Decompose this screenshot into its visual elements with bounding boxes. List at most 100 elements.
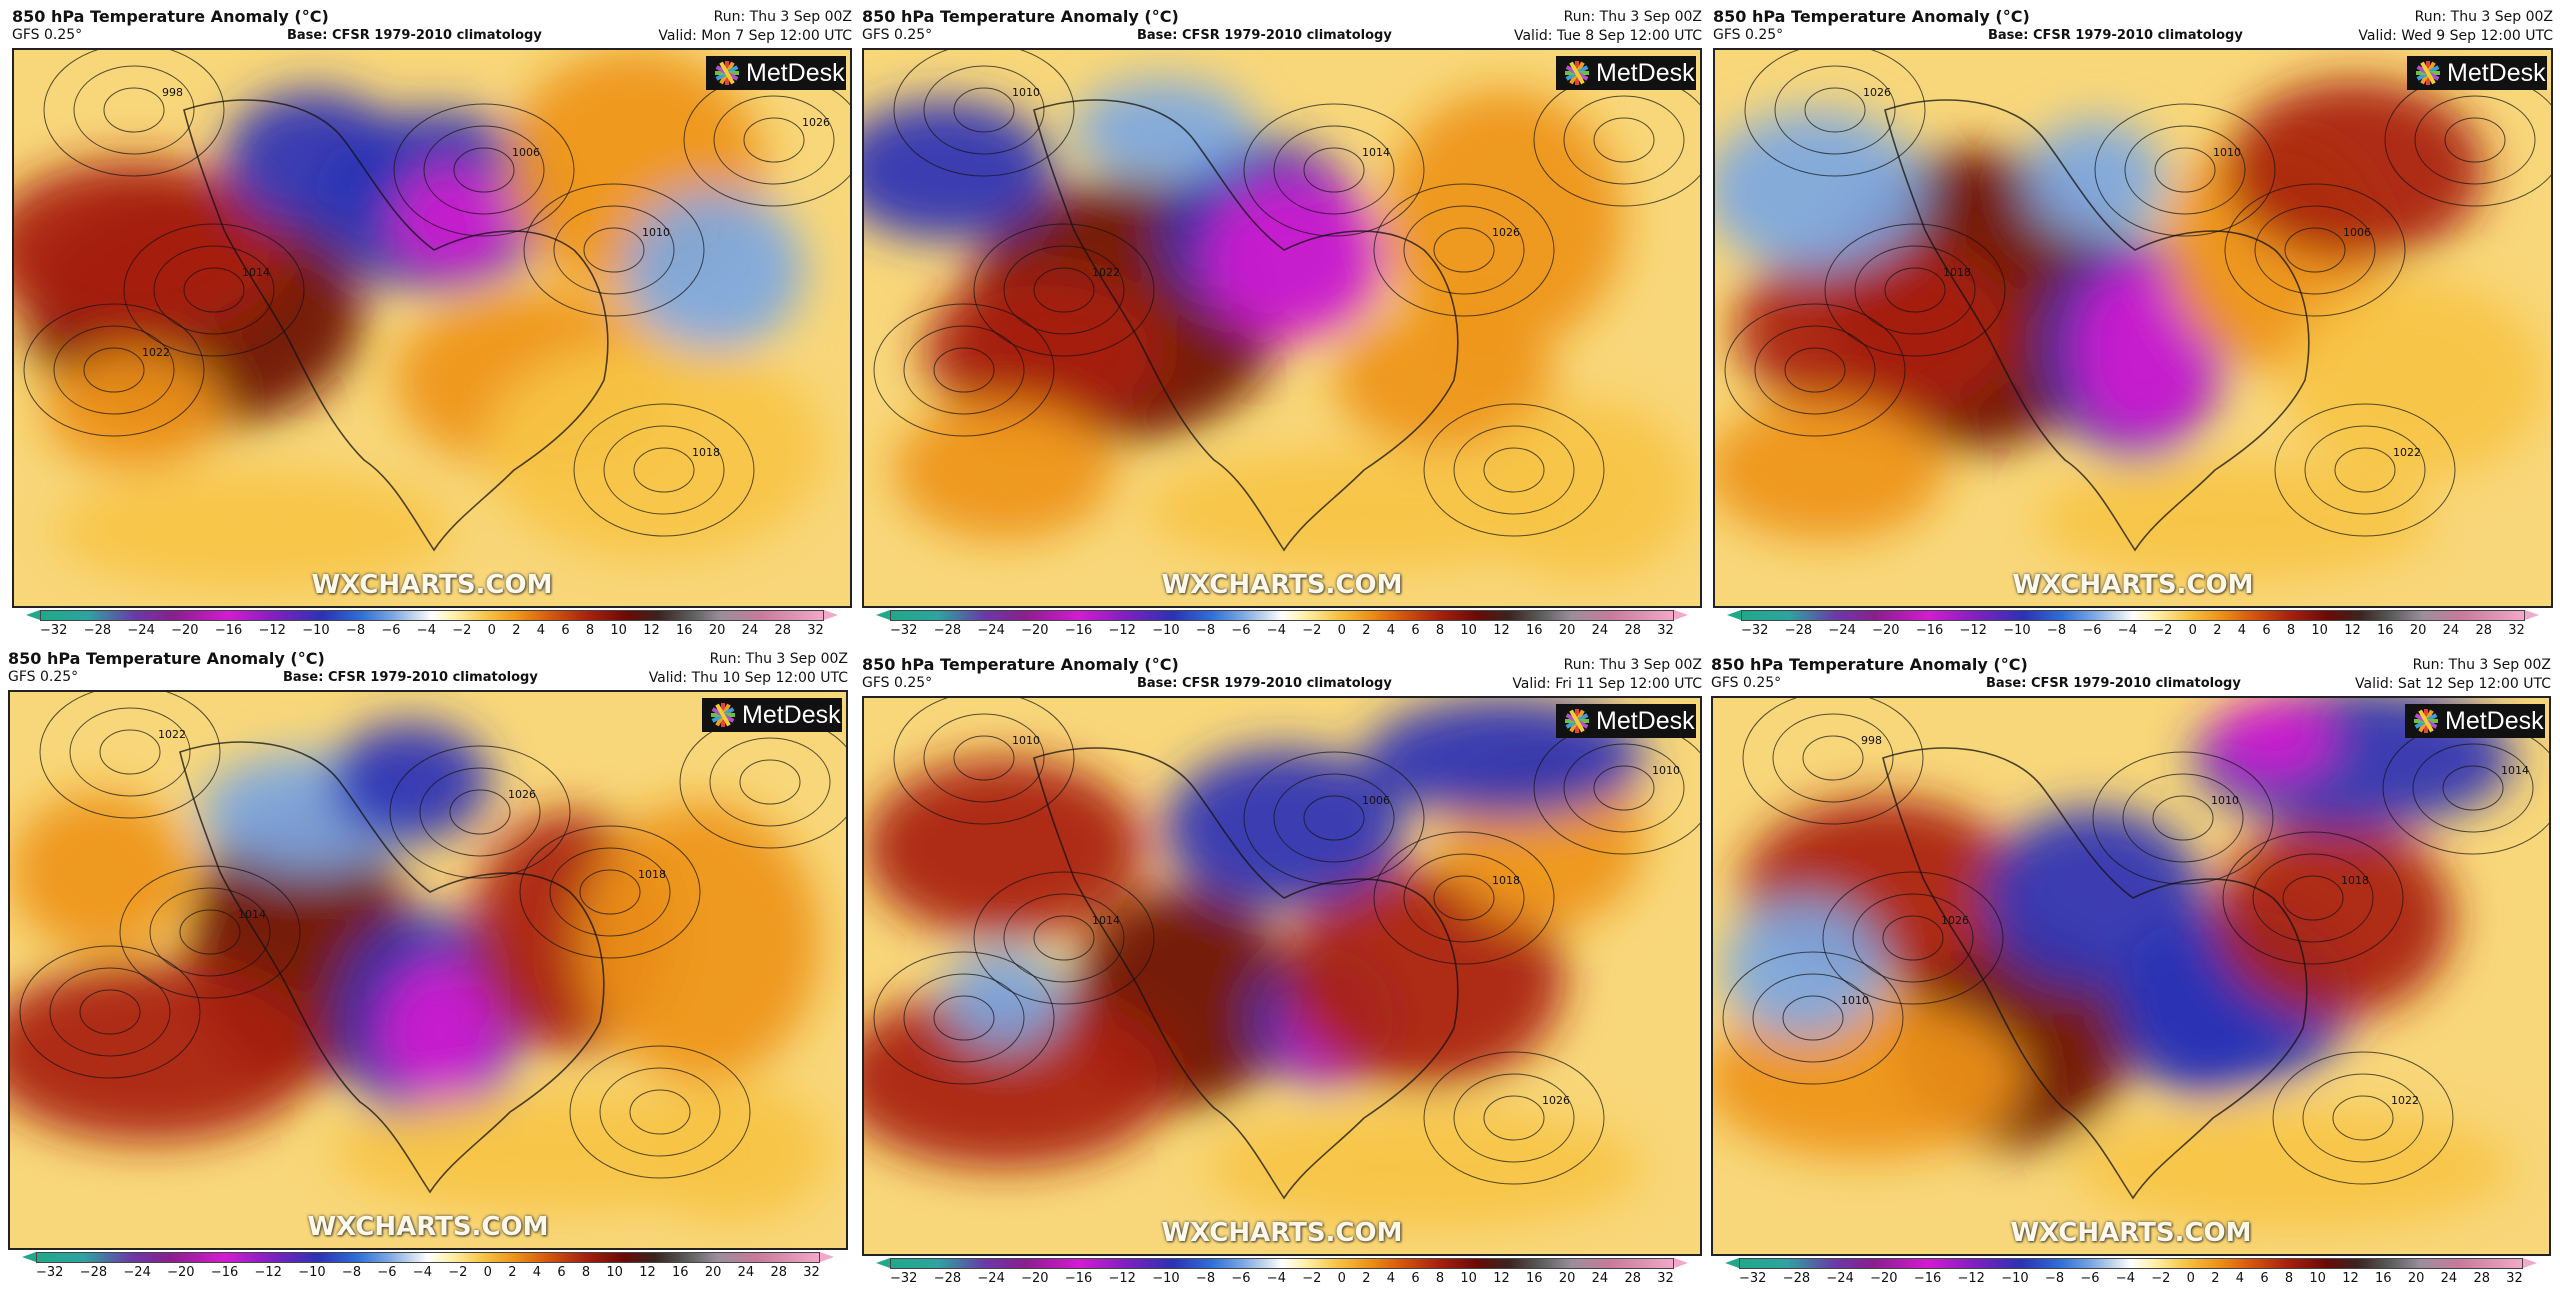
isobar-contour xyxy=(83,347,145,393)
isobar-contour xyxy=(933,347,995,393)
colorbar-tick-label: 24 xyxy=(2440,1271,2458,1286)
colorbar-gradient xyxy=(1739,1258,2523,1269)
colorbar-tick-label: 20 xyxy=(2409,623,2427,638)
logo-text: MetDesk xyxy=(2445,707,2544,735)
isobar-label: 1006 xyxy=(512,146,540,159)
colorbar-tick-label: 16 xyxy=(1526,1271,1543,1286)
colorbar-tick-label: 8 xyxy=(581,1265,591,1280)
anomaly-region xyxy=(1284,868,1564,1088)
isobar-contour xyxy=(1273,125,1395,215)
anomaly-region xyxy=(2035,460,2435,580)
anomaly-region xyxy=(1204,1108,1644,1228)
sunburst-icon xyxy=(1565,709,1589,733)
isobar-label: 1010 xyxy=(1841,994,1869,1007)
map-field: 1010 1006 1018 1014 1026 1010 xyxy=(864,698,1700,1254)
isobar-contour xyxy=(2122,773,2244,863)
colorbar-tick-label: 12 xyxy=(643,623,660,638)
colorbar-tick-label: 20 xyxy=(1558,1271,1576,1286)
colorbar-tick-label: −20 xyxy=(1870,1271,1898,1286)
colorbar-tick-label: −12 xyxy=(258,623,286,638)
colorbar-tick-label: 4 xyxy=(1386,623,1396,638)
base-label: Base: CFSR 1979-2010 climatology xyxy=(1986,676,2241,691)
isobar-contour xyxy=(1802,735,1864,781)
colorbar-tick-label: 20 xyxy=(708,623,726,638)
base-label: Base: CFSR 1979-2010 climatology xyxy=(1137,676,1392,691)
colorbar-tick-label: −8 xyxy=(2044,1271,2065,1286)
colorbar-tick-label: 2 xyxy=(1362,623,1371,638)
colorbar-tick-label: −16 xyxy=(1064,623,1093,638)
colorbar-gradient xyxy=(36,1252,820,1263)
colorbar-tick-label: −8 xyxy=(2046,623,2067,638)
anomaly-region xyxy=(1474,400,1694,580)
colorbar-arrow-left xyxy=(1725,1258,1739,1268)
isobar-contour xyxy=(1774,65,1896,155)
isobar-contour xyxy=(2274,403,2456,537)
isobar-contour xyxy=(553,205,675,295)
anomaly-map: 998 1006 1010 1014 1018 1026 1022 MetDesk WXCHAR… xyxy=(12,48,852,608)
colorbar-tick-label: 10 xyxy=(1460,1271,1477,1286)
colorbar-tick-label: −16 xyxy=(214,623,243,638)
colorbar-tick-label: 32 xyxy=(807,623,824,638)
colorbar-arrow-left xyxy=(876,1258,890,1268)
isobar-contour xyxy=(633,447,695,493)
colorbar-tick-label: −12 xyxy=(1959,623,1987,638)
isobar-contour xyxy=(903,973,1025,1063)
run-label: Run: Thu 3 Sep 00Z xyxy=(709,651,848,667)
colorbar-ticks: −32 −28 −24 −20 −16 −12 −10 −8 −6 −4 −2 0 2 4 6 8 10 12 16… xyxy=(1741,623,2525,641)
colorbar-tick-label: 12 xyxy=(1493,623,1510,638)
colorbar-tick-label: 2 xyxy=(512,623,521,638)
isobar-contour xyxy=(2284,227,2346,273)
model-label: GFS 0.25° xyxy=(862,27,933,43)
colorbar-arrow-left xyxy=(1727,610,1741,620)
isobar-contour xyxy=(933,995,995,1041)
isobar-contour xyxy=(419,767,541,857)
colorbar-tick-label: 24 xyxy=(741,623,759,638)
colorbar-tick-label: 32 xyxy=(803,1265,820,1280)
colorbar: −32 −28 −24 −20 −16 −12 −10 −8 −6 −4 −2 0 2 4 6 8 10 12 16… xyxy=(1725,1258,2537,1298)
isobar-contour xyxy=(603,425,725,515)
isobar-contour xyxy=(1772,713,1894,803)
isobar-contour xyxy=(1882,915,1944,961)
isobar-contour xyxy=(1003,245,1125,335)
isobar-contour xyxy=(1433,227,1495,273)
anomaly-region xyxy=(2073,1108,2513,1228)
isobar-contour xyxy=(49,967,171,1057)
anomaly-region xyxy=(630,1082,830,1222)
panel-title: 850 hPa Temperature Anomaly (°C) xyxy=(862,655,1179,674)
colorbar-arrow-right xyxy=(824,610,838,620)
logo-text: MetDesk xyxy=(1596,59,1695,87)
colorbar-tick-label: 8 xyxy=(2284,1271,2294,1286)
coastline xyxy=(1033,747,1459,1200)
isobar-contour xyxy=(179,909,241,955)
coastline xyxy=(179,741,605,1194)
colorbar-tick-label: 8 xyxy=(1435,623,1445,638)
colorbar-tick-label: 32 xyxy=(1657,623,1674,638)
isobar-contour xyxy=(743,117,805,163)
isobar-label: 1026 xyxy=(508,788,536,801)
isobar-label: 998 xyxy=(162,86,183,99)
sunburst-icon xyxy=(711,703,735,727)
colorbar-tick-label: 10 xyxy=(1460,623,1477,638)
panel-header: 850 hPa Temperature Anomaly (°C) GFS 0.2… xyxy=(862,8,1702,48)
isobar-contour xyxy=(973,223,1155,357)
sunburst-icon xyxy=(1565,61,1589,85)
isobar-contour xyxy=(453,147,515,193)
colorbar-tick-label: 4 xyxy=(2237,623,2247,638)
base-label: Base: CFSR 1979-2010 climatology xyxy=(283,670,538,685)
isobar-contour xyxy=(1423,1051,1605,1185)
isobar-label: 1014 xyxy=(1362,146,1390,159)
isobar-contour xyxy=(79,989,141,1035)
isobar-label: 1018 xyxy=(638,868,666,881)
isobar-contour xyxy=(873,303,1055,437)
anomaly-region xyxy=(380,962,500,1102)
isobar-contour xyxy=(2412,743,2534,833)
logo-text: MetDesk xyxy=(746,59,845,87)
isobar-contour xyxy=(1722,951,1904,1085)
isobar-contour xyxy=(2152,795,2214,841)
colorbar-tick-label: −28 xyxy=(79,1265,108,1280)
isobar-contour xyxy=(2124,125,2246,215)
colorbar-tick-label: −4 xyxy=(416,623,436,638)
isobar-contour xyxy=(2282,875,2344,921)
anomaly-region xyxy=(1334,310,1554,450)
isobar-contour xyxy=(1854,245,1976,335)
